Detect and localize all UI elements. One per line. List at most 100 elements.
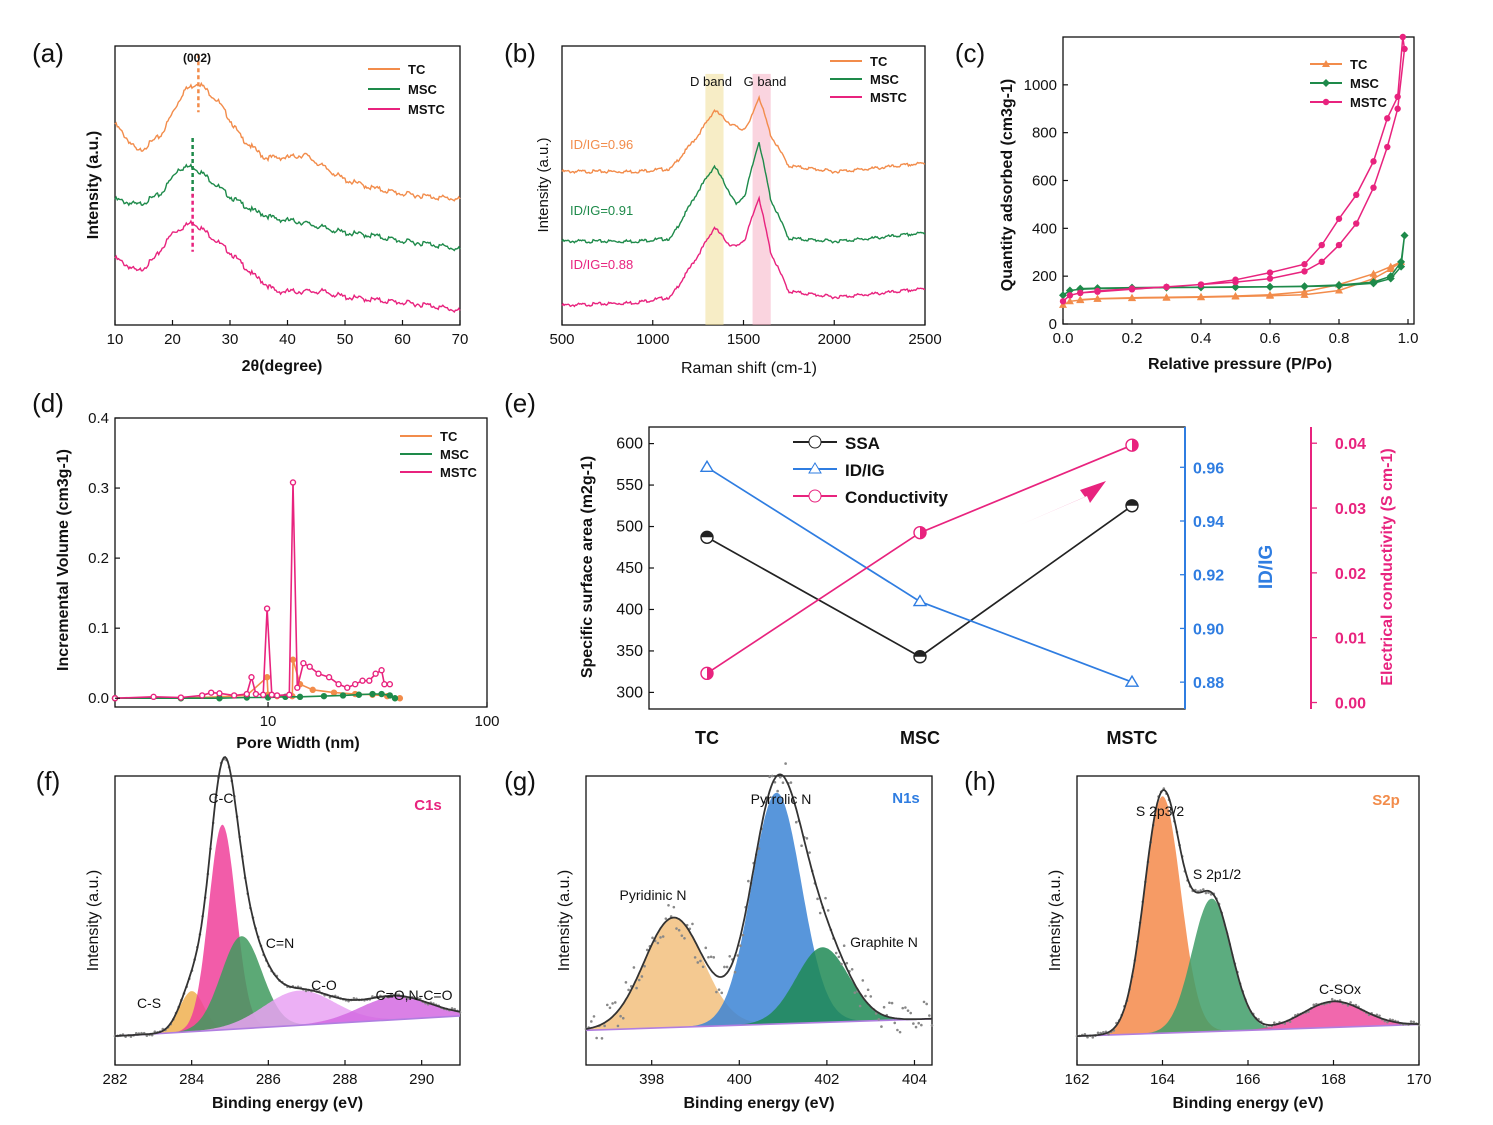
raw-data-point bbox=[794, 820, 798, 824]
raw-data-point bbox=[664, 917, 668, 920]
y2-tick-label: 0.94 bbox=[1193, 514, 1224, 531]
raw-data-point bbox=[771, 774, 774, 778]
point-marker bbox=[1162, 293, 1171, 301]
raw-data-point bbox=[659, 936, 662, 939]
panel-d: 10 100 0.0 0.1 0.2 0.3 0.4 Pore Width (nm) Incre… bbox=[32, 388, 499, 752]
raw-data-point bbox=[595, 1036, 598, 1040]
panel-label: (a) bbox=[32, 38, 64, 68]
y2-axis-title: ID/IG bbox=[1256, 545, 1277, 589]
series-line-MSTC bbox=[1062, 36, 1406, 302]
raw-data-point bbox=[715, 990, 718, 994]
baseline bbox=[585, 1018, 933, 1032]
raw-data-point bbox=[778, 775, 782, 779]
raw-data-point bbox=[1091, 1036, 1095, 1039]
y2-tick-label: 0.90 bbox=[1193, 621, 1224, 638]
x-tick-label: 0.4 bbox=[1191, 330, 1212, 347]
point-marker bbox=[1322, 79, 1330, 87]
x-tick-label: 10 bbox=[107, 331, 124, 348]
raw-data-point bbox=[1412, 1020, 1416, 1024]
point-marker bbox=[286, 691, 293, 698]
legend-label: MSTC bbox=[1350, 95, 1387, 110]
legend-label: MSTC bbox=[870, 90, 907, 105]
panel-label: (d) bbox=[32, 388, 64, 418]
peak-component bbox=[586, 947, 932, 1031]
point-marker bbox=[259, 691, 267, 698]
raw-data-point bbox=[816, 897, 819, 901]
y2-tick-label: 0.96 bbox=[1193, 460, 1224, 477]
point-marker bbox=[1059, 291, 1067, 300]
raw-data-point bbox=[773, 780, 777, 784]
raw-data-point bbox=[637, 978, 641, 982]
y-tick-label: 400 bbox=[616, 601, 643, 618]
x-tick-label: 30 bbox=[222, 331, 239, 348]
point-marker bbox=[1384, 115, 1391, 122]
x-axis-title: 2θ(degree) bbox=[242, 358, 323, 375]
raw-data-point bbox=[1378, 1014, 1381, 1018]
x-tick-label: 1000 bbox=[636, 331, 669, 348]
point-marker bbox=[296, 693, 304, 701]
raw-data-point bbox=[901, 1006, 905, 1010]
raw-data-point bbox=[845, 961, 849, 965]
peak-component bbox=[1077, 796, 1419, 1037]
point-marker bbox=[198, 692, 206, 699]
raw-data-point bbox=[1288, 1020, 1292, 1024]
y-tick-label: 0.0 bbox=[88, 690, 109, 707]
legend-label: Conductivity bbox=[845, 488, 948, 507]
raw-data-point bbox=[720, 991, 724, 995]
raw-data-point bbox=[728, 954, 732, 958]
point-marker bbox=[386, 692, 394, 699]
raw-data-point bbox=[613, 1001, 617, 1004]
raw-data-point bbox=[824, 896, 827, 900]
point-marker-fill bbox=[701, 531, 713, 538]
raw-data-point bbox=[153, 1030, 157, 1033]
legend-label: SSA bbox=[845, 434, 880, 453]
raw-data-point bbox=[640, 975, 644, 978]
y3-tick-label: 0.01 bbox=[1335, 631, 1366, 648]
raw-data-point bbox=[389, 992, 393, 996]
y-axis-title: Quantity adsorbed (cm3g-1) bbox=[999, 79, 1016, 291]
point-marker bbox=[351, 681, 359, 688]
x-tick-label: 1.0 bbox=[1398, 330, 1419, 347]
point-marker bbox=[1386, 272, 1395, 281]
panel-e: 300 350 400 450 500 550 600 0.88 0.90 0.92 0.94 0.9… bbox=[504, 388, 1396, 748]
point-marker bbox=[1301, 268, 1308, 275]
point-marker bbox=[1369, 274, 1378, 282]
point-marker-fill bbox=[914, 650, 926, 657]
raw-data-point bbox=[869, 995, 873, 998]
point-marker bbox=[306, 663, 313, 670]
point-marker bbox=[1335, 286, 1343, 294]
raw-data-point bbox=[600, 1037, 604, 1040]
raw-data-point bbox=[912, 1022, 915, 1025]
point-marker bbox=[1059, 298, 1067, 305]
raw-data-point bbox=[850, 967, 854, 971]
point-marker bbox=[372, 670, 379, 677]
point-marker bbox=[1076, 295, 1085, 303]
y-axis-title: Specific surface area (m2g-1) bbox=[579, 456, 596, 678]
y-tick-label: 200 bbox=[1032, 268, 1057, 285]
peak-component bbox=[115, 990, 460, 1037]
point-marker bbox=[1231, 292, 1240, 300]
point-marker bbox=[207, 689, 215, 696]
legend-marker bbox=[808, 462, 822, 474]
raw-data-point bbox=[880, 1025, 883, 1028]
x-tick-label: 60 bbox=[394, 331, 411, 348]
point-marker bbox=[1322, 60, 1330, 67]
raw-data-point bbox=[707, 955, 710, 959]
point-marker bbox=[1128, 285, 1136, 292]
point-marker bbox=[1093, 294, 1102, 302]
x-tick-label: 0.2 bbox=[1122, 330, 1143, 347]
x-axis-title: Raman shift (cm-1) bbox=[681, 360, 817, 377]
raw-data-point bbox=[712, 956, 716, 959]
raw-data-point bbox=[898, 1030, 902, 1034]
point-marker bbox=[381, 681, 388, 688]
y-tick-label: 600 bbox=[1032, 173, 1057, 190]
point-marker bbox=[325, 674, 333, 681]
y-axis-title: Intensity (a.u.) bbox=[556, 870, 573, 971]
point-marker bbox=[1399, 33, 1407, 41]
point-marker bbox=[1301, 261, 1308, 268]
raw-data-point bbox=[925, 1002, 928, 1006]
raw-data-point bbox=[680, 934, 684, 937]
point-marker bbox=[912, 594, 928, 607]
series-line-TC bbox=[561, 94, 926, 174]
y-tick-label: 500 bbox=[616, 519, 643, 536]
